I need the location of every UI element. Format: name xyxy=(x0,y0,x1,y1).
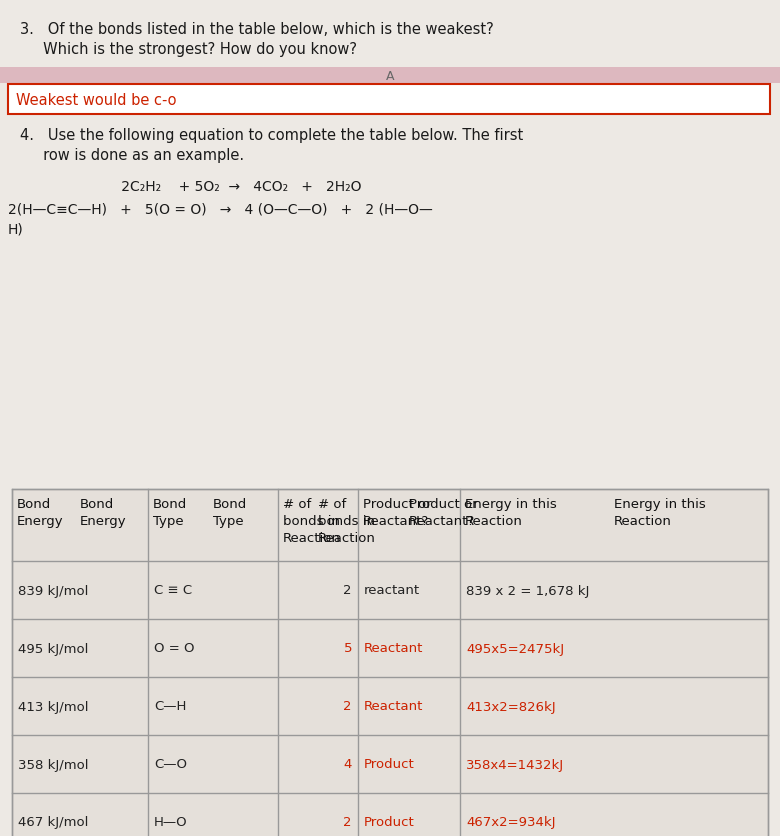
Text: Bond
Type: Bond Type xyxy=(153,497,187,528)
Text: 2: 2 xyxy=(343,584,352,597)
Text: C ≡ C: C ≡ C xyxy=(154,584,192,597)
Text: reactant: reactant xyxy=(364,584,420,597)
Bar xyxy=(8,85,770,115)
Text: 467 kJ/mol: 467 kJ/mol xyxy=(18,816,88,828)
Text: Product: Product xyxy=(364,816,415,828)
Text: 413x2=826kJ: 413x2=826kJ xyxy=(466,700,555,712)
Text: 2C₂H₂    + 5O₂  →   4CO₂   +   2H₂O: 2C₂H₂ + 5O₂ → 4CO₂ + 2H₂O xyxy=(60,180,361,194)
Text: Weakest would be c-o: Weakest would be c-o xyxy=(16,93,176,107)
Text: A: A xyxy=(386,69,394,83)
Text: C—O: C—O xyxy=(154,757,187,771)
Text: H): H) xyxy=(8,222,23,236)
Text: 839 x 2 = 1,678 kJ: 839 x 2 = 1,678 kJ xyxy=(466,584,590,597)
Text: 358 kJ/mol: 358 kJ/mol xyxy=(18,757,88,771)
Bar xyxy=(12,489,768,836)
Text: 5: 5 xyxy=(343,642,352,655)
Text: 495x5=2475kJ: 495x5=2475kJ xyxy=(466,642,564,655)
Text: 495 kJ/mol: 495 kJ/mol xyxy=(18,642,88,655)
Text: 839 kJ/mol: 839 kJ/mol xyxy=(18,584,88,597)
Text: Energy in this
Reaction: Energy in this Reaction xyxy=(465,497,557,528)
Text: 3.   Of the bonds listed in the table below, which is the weakest?: 3. Of the bonds listed in the table belo… xyxy=(20,22,494,37)
Text: row is done as an example.: row is done as an example. xyxy=(20,148,244,163)
Text: 4.   Use the following equation to complete the table below. The first: 4. Use the following equation to complet… xyxy=(20,128,523,143)
Text: Bond
Type: Bond Type xyxy=(213,497,247,528)
Text: O = O: O = O xyxy=(154,642,194,655)
Text: Energy in this
Reaction: Energy in this Reaction xyxy=(614,497,706,528)
Bar xyxy=(0,68,780,84)
Text: 2: 2 xyxy=(343,816,352,828)
Text: 358x4=1432kJ: 358x4=1432kJ xyxy=(466,757,564,771)
Text: # of
bonds in
Reaction: # of bonds in Reaction xyxy=(283,497,341,544)
Text: Product: Product xyxy=(364,757,415,771)
Text: H—O: H—O xyxy=(154,816,188,828)
Text: # of
bonds in
Reaction: # of bonds in Reaction xyxy=(318,497,376,544)
Text: Product or
Reactant?: Product or Reactant? xyxy=(409,497,477,528)
Text: 2(H—C≡C—H)   +   5(O = O)   →   4 (O—C—O)   +   2 (H—O—: 2(H—C≡C—H) + 5(O = O) → 4 (O—C—O) + 2 (H… xyxy=(8,201,433,216)
Text: Bond
Energy: Bond Energy xyxy=(17,497,64,528)
Text: Reactant: Reactant xyxy=(364,700,424,712)
Text: Bond
Energy: Bond Energy xyxy=(80,497,126,528)
Text: Reactant: Reactant xyxy=(364,642,424,655)
Text: 467x2=934kJ: 467x2=934kJ xyxy=(466,816,555,828)
Text: 4: 4 xyxy=(344,757,352,771)
Text: 413 kJ/mol: 413 kJ/mol xyxy=(18,700,88,712)
Text: 2: 2 xyxy=(343,700,352,712)
Text: C—H: C—H xyxy=(154,700,186,712)
Text: Which is the strongest? How do you know?: Which is the strongest? How do you know? xyxy=(20,42,357,57)
Text: Product or
Reactant?: Product or Reactant? xyxy=(363,497,431,528)
